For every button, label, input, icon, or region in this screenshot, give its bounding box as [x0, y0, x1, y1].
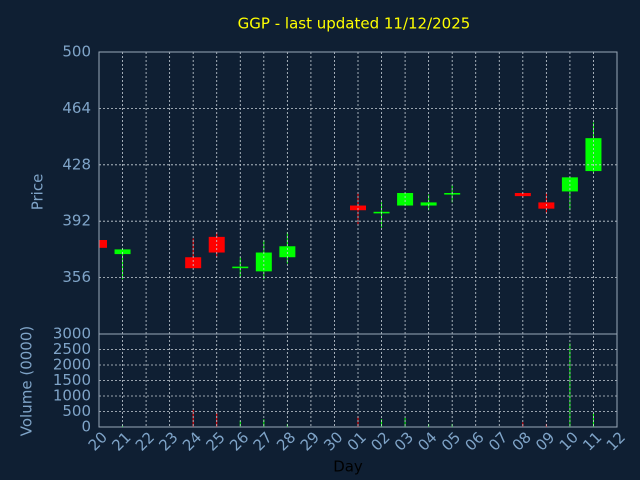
volume-axis-label: Volume (0000)	[18, 326, 36, 436]
x-tick-label: 05	[438, 428, 464, 454]
candle-body	[514, 193, 531, 197]
x-tick-label: 27	[250, 428, 276, 454]
x-tick-label: 11	[579, 428, 605, 454]
candle-body	[279, 246, 296, 258]
candle-body	[585, 138, 602, 172]
x-tick-label: 28	[273, 428, 299, 454]
y-tick-label: 428	[62, 155, 91, 173]
volume-frame	[98, 333, 618, 428]
x-tick-label: 08	[509, 428, 535, 454]
x-tick-label: 10	[556, 428, 582, 454]
x-tick-label: 26	[226, 428, 252, 454]
plot-area	[99, 122, 602, 427]
x-tick-label: 02	[367, 428, 393, 454]
x-axis-label: Day	[333, 458, 363, 476]
x-tick-label: 21	[108, 428, 134, 454]
chart-title: GGP - last updated 11/12/2025	[238, 15, 471, 33]
candle-body	[99, 240, 107, 248]
candle-body	[350, 205, 366, 211]
x-tick-label: 25	[203, 428, 229, 454]
x-tick-label: 30	[320, 428, 346, 454]
candle-body	[114, 249, 131, 255]
volume-tick-label: 2000	[53, 356, 91, 374]
volume-tick-label: 1500	[53, 371, 91, 389]
x-tick-label: 01	[344, 428, 370, 454]
candle-body	[397, 193, 414, 206]
volume-tick-label: 500	[62, 402, 91, 420]
x-tick-label: 23	[155, 428, 181, 454]
candle-body	[232, 266, 249, 269]
volume-tick-label: 1000	[53, 387, 91, 405]
volume-tick-label: 3000	[53, 325, 91, 343]
x-tick-label: 03	[391, 428, 417, 454]
y-tick-label: 392	[62, 212, 91, 230]
x-tick-label: 12	[603, 428, 629, 454]
x-tick-label: 24	[179, 428, 205, 454]
y-tick-label: 500	[62, 43, 91, 61]
volume-tick-label: 0	[81, 418, 91, 436]
x-tick-label: 04	[414, 428, 440, 454]
candle-body	[420, 202, 437, 206]
x-tick-label: 09	[532, 428, 558, 454]
candle-body	[185, 257, 202, 269]
y-tick-label: 464	[62, 99, 91, 117]
x-tick-label: 29	[297, 428, 323, 454]
x-tick-label: 22	[132, 428, 158, 454]
y-axis-label: Price	[29, 174, 47, 211]
volume-tick-label: 2500	[53, 340, 91, 358]
y-tick-label: 356	[62, 268, 91, 286]
x-tick-label: 07	[485, 428, 511, 454]
x-tick-label: 06	[462, 428, 488, 454]
